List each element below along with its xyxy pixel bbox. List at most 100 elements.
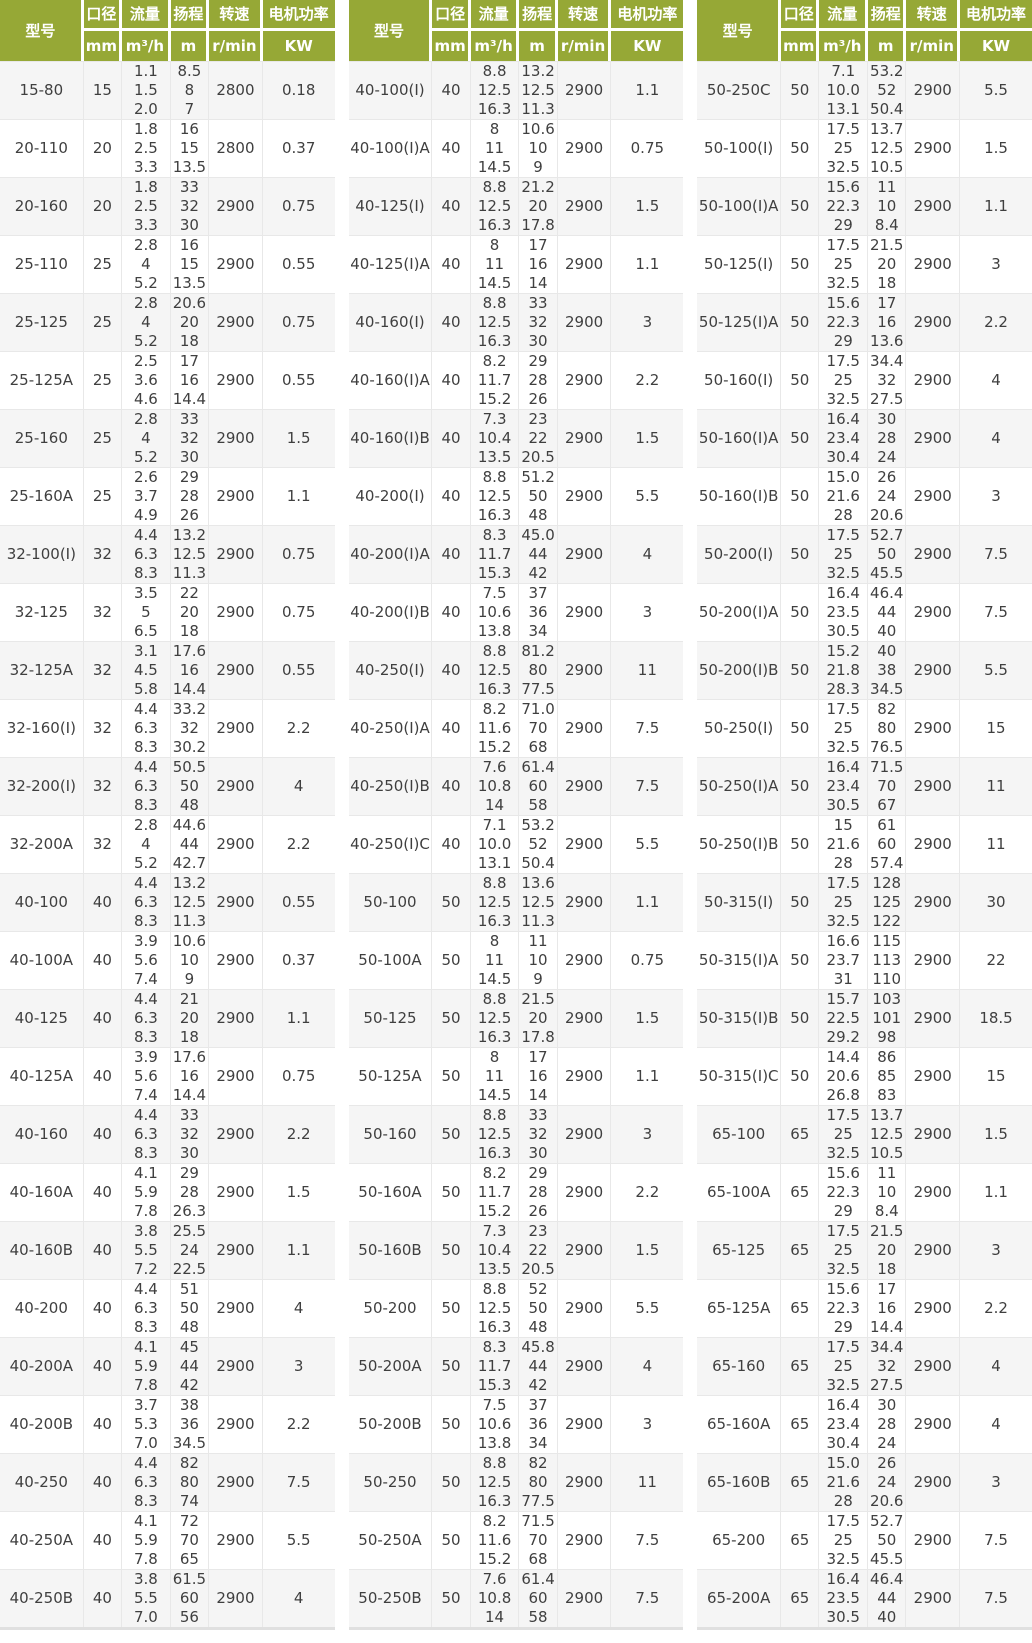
diameter-cell: 50 (781, 177, 820, 235)
speed-cell: 2900 (557, 757, 612, 815)
flow-cell: 8.8 12.5 16.3 (470, 873, 520, 931)
table-row: 50-250(I)B 50 15 21.6 28 61 60 57.4 2900 11 (697, 815, 1032, 873)
model-cell: 40-250(I)B (348, 757, 433, 815)
speed-cell: 2900 (209, 351, 263, 409)
flow-cell: 8.8 12.5 16.3 (470, 641, 520, 699)
speed-cell: 2900 (557, 1569, 612, 1627)
model-cell: 50-315(I)A (697, 931, 781, 989)
diameter-cell: 40 (432, 699, 471, 757)
model-cell: 50-200B (348, 1395, 433, 1453)
diameter-cell: 50 (781, 757, 820, 815)
flow-cell: 2.8 4 5.2 (122, 293, 171, 351)
speed-cell: 2900 (906, 1163, 961, 1221)
header-power: 电机功率 (960, 0, 1032, 31)
model-cell: 40-250 (0, 1453, 84, 1511)
speed-cell: 2900 (557, 1163, 612, 1221)
model-cell: 40-100(I)A (348, 119, 433, 177)
head-cell: 17 16 14 (519, 1047, 558, 1105)
head-cell: 17 16 14.4 (170, 351, 210, 409)
speed-cell: 2900 (906, 61, 961, 119)
table-row: 32-125A 32 3.1 4.5 5.8 17.6 16 14.4 2900 0.55 (0, 641, 335, 699)
model-cell: 50-125(I) (697, 235, 781, 293)
table-row: 40-125A 40 3.9 5.6 7.4 17.6 16 14.4 2900 0.75 (0, 1047, 335, 1105)
diameter-cell: 32 (83, 583, 123, 641)
table-row: 40-160 40 4.4 6.3 8.3 33 32 30 2900 2.2 (0, 1105, 335, 1163)
power-cell: 4 (611, 1337, 684, 1395)
model-cell: 40-160(I)A (348, 351, 433, 409)
diameter-cell: 40 (432, 815, 471, 873)
flow-cell: 4.4 6.3 8.3 (122, 873, 171, 931)
header-speed-unit: r/min (906, 30, 961, 61)
head-cell: 52.7 50 45.5 (868, 1511, 907, 1569)
power-cell: 7.5 (262, 1453, 335, 1511)
diameter-cell: 65 (781, 1453, 820, 1511)
table-row: 40-160(I)B 40 7.3 10.4 13.5 23 22 20.5 2900 1… (348, 409, 684, 467)
diameter-cell: 40 (83, 873, 123, 931)
header-head: 扬程 (519, 0, 558, 31)
table-row: 40-100(I)A 40 8 11 14.5 10.6 10 9 2900 0.75 (348, 119, 684, 177)
flow-cell: 4.4 6.3 8.3 (122, 989, 171, 1047)
header-speed-unit: r/min (209, 30, 263, 61)
power-cell: 15 (960, 699, 1032, 757)
power-cell: 0.37 (262, 119, 335, 177)
header-diameter: 口径 (83, 0, 123, 31)
speed-cell: 2900 (906, 757, 961, 815)
table-row: 40-160(I)A 40 8.2 11.7 15.2 29 28 26 2900 2.2 (348, 351, 684, 409)
flow-cell: 7.6 10.8 14 (470, 1569, 520, 1627)
flow-cell: 3.1 4.5 5.8 (122, 641, 171, 699)
speed-cell: 2900 (209, 1279, 263, 1337)
table-row: 50-160B 50 7.3 10.4 13.5 23 22 20.5 2900 1.5 (348, 1221, 684, 1279)
flow-cell: 2.8 4 5.2 (122, 815, 171, 873)
table-row: 50-315(I)A 50 16.6 23.7 31 115 113 110 2900 2… (697, 931, 1032, 989)
power-cell: 4 (960, 351, 1032, 409)
flow-cell: 4.4 6.3 8.3 (122, 525, 171, 583)
flow-cell: 3.5 5 6.5 (122, 583, 171, 641)
diameter-cell: 65 (781, 1395, 820, 1453)
model-cell: 40-200 (0, 1279, 84, 1337)
flow-cell: 15.0 21.6 28 (819, 1453, 868, 1511)
model-cell: 40-125(I)A (348, 235, 433, 293)
table-row: 32-125 32 3.5 5 6.5 22 20 18 2900 0.75 (0, 583, 335, 641)
speed-cell: 2900 (557, 989, 612, 1047)
table-row: 65-125 65 17.5 25 32.5 21.5 20 18 2900 3 (697, 1221, 1032, 1279)
head-cell: 51.2 50 48 (519, 467, 558, 525)
table-row: 50-160A 50 8.2 11.7 15.2 29 28 26 2900 2.2 (348, 1163, 684, 1221)
model-cell: 65-160B (697, 1453, 781, 1511)
speed-cell: 2900 (209, 931, 263, 989)
speed-cell: 2900 (209, 1337, 263, 1395)
diameter-cell: 32 (83, 525, 123, 583)
model-cell: 40-100A (0, 931, 84, 989)
diameter-cell: 50 (432, 931, 471, 989)
head-cell: 51 50 48 (170, 1279, 210, 1337)
power-cell: 18.5 (960, 989, 1032, 1047)
header-power-unit: KW (960, 30, 1032, 61)
speed-cell: 2900 (209, 467, 263, 525)
speed-cell: 2900 (906, 1221, 961, 1279)
flow-cell: 4.4 6.3 8.3 (122, 757, 171, 815)
table-row: 50-100(I)A 50 15.6 22.3 29 11 10 8.4 2900 1.1 (697, 177, 1032, 235)
header-diameter: 口径 (781, 0, 820, 31)
power-cell: 4 (611, 525, 684, 583)
flow-cell: 16.4 23.4 30.4 (819, 1395, 868, 1453)
model-cell: 25-160 (0, 409, 84, 467)
power-cell: 3 (611, 583, 684, 641)
power-cell: 0.55 (262, 641, 335, 699)
diameter-cell: 25 (83, 409, 123, 467)
model-cell: 50-125 (348, 989, 433, 1047)
diameter-cell: 50 (781, 989, 820, 1047)
diameter-cell: 40 (432, 757, 471, 815)
head-cell: 52.7 50 45.5 (868, 525, 907, 583)
head-cell: 13.2 12.5 11.3 (519, 61, 558, 119)
diameter-cell: 50 (781, 699, 820, 757)
table-row: 40-125 40 4.4 6.3 8.3 21 20 18 2900 1.1 (0, 989, 335, 1047)
diameter-cell: 40 (432, 61, 471, 119)
power-cell: 1.1 (611, 1047, 684, 1105)
speed-cell: 2900 (906, 467, 961, 525)
flow-cell: 15.7 22.5 29.2 (819, 989, 868, 1047)
table-row: 32-160(I) 32 4.4 6.3 8.3 33.2 32 30.2 2900 2.… (0, 699, 335, 757)
speed-cell: 2900 (209, 1221, 263, 1279)
diameter-cell: 65 (781, 1105, 820, 1163)
flow-cell: 8.2 11.7 15.2 (470, 1163, 520, 1221)
table-row: 50-125(I) 50 17.5 25 32.5 21.5 20 18 2900 3 (697, 235, 1032, 293)
